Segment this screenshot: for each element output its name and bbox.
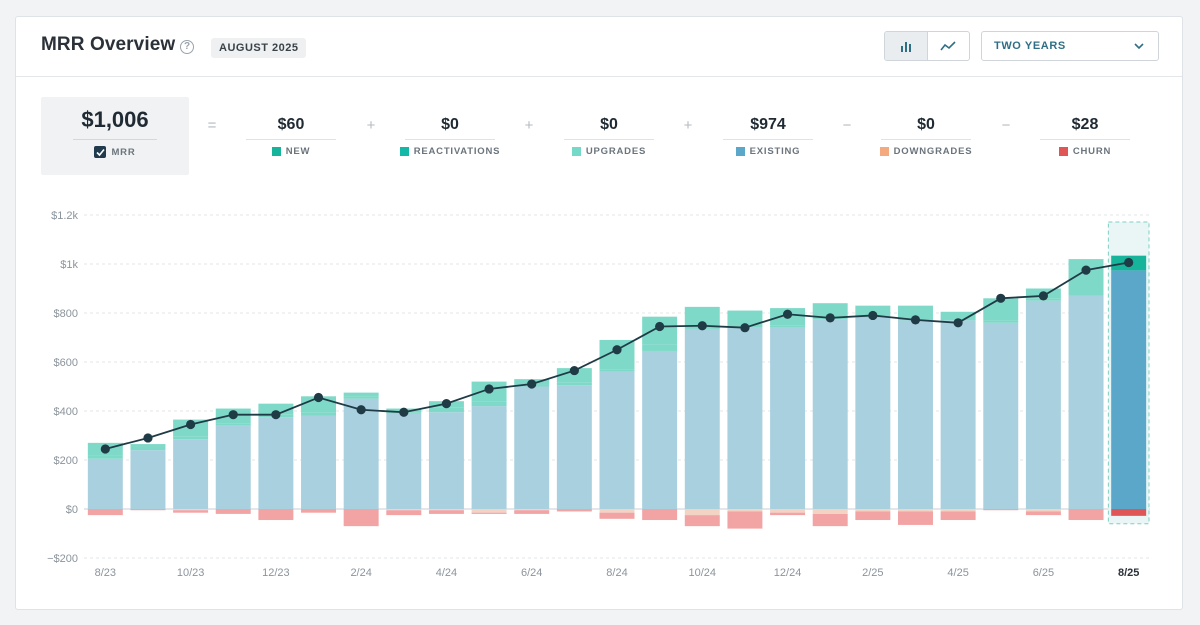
line-chart-icon — [940, 41, 956, 51]
date-range-value: TWO YEARS — [994, 40, 1066, 52]
chart-type-toggle — [884, 31, 970, 61]
mrr-value: $1,006 — [81, 107, 149, 132]
operator-minus: − — [1001, 117, 1011, 134]
component-churn[interactable]: $28 CHURN — [1010, 113, 1160, 163]
component-reactivations[interactable]: $0 REACTIVATIONS — [375, 113, 525, 163]
operator-minus: − — [842, 117, 852, 134]
component-divider — [881, 139, 971, 140]
component-divider — [723, 139, 813, 140]
component-divider — [1040, 139, 1130, 140]
downgrades-swatch — [879, 147, 889, 156]
component-label: DOWNGRADES — [893, 146, 973, 157]
component-value: $0 — [917, 116, 935, 133]
chevron-down-icon — [1134, 43, 1144, 50]
component-label-row: UPGRADES — [534, 146, 684, 157]
component-divider — [564, 139, 654, 140]
component-label: EXISTING — [749, 146, 801, 157]
component-label-row: EXISTING — [693, 146, 843, 157]
mrr-toggle[interactable]: MRR — [41, 146, 189, 158]
component-label-row: REACTIVATIONS — [375, 146, 525, 157]
mrr-total: $1,006 MRR — [41, 97, 189, 175]
component-value: $974 — [750, 116, 786, 133]
component-divider — [405, 139, 495, 140]
checkbox-checked-icon[interactable] — [94, 146, 107, 158]
help-icon[interactable]: ? — [180, 40, 194, 54]
component-label: UPGRADES — [585, 146, 647, 157]
component-existing[interactable]: $974 EXISTING — [693, 113, 843, 163]
component-value: $0 — [600, 116, 618, 133]
component-value: $0 — [441, 116, 459, 133]
component-label-row: CHURN — [1010, 146, 1160, 157]
component-divider — [246, 139, 336, 140]
existing-swatch — [735, 147, 745, 156]
mrr-divider — [73, 139, 157, 140]
reactivations-swatch — [399, 147, 409, 156]
card-header: MRR Overview ? AUGUST 2025 TWO YEARS — [16, 17, 1182, 77]
operator-equals: = — [207, 117, 217, 134]
component-label: REACTIVATIONS — [413, 146, 501, 157]
component-new[interactable]: $60 NEW — [216, 113, 366, 163]
mrr-label: MRR — [111, 146, 136, 158]
line-chart-toggle-button[interactable] — [928, 32, 970, 60]
churn-swatch — [1058, 147, 1068, 156]
component-label-row: DOWNGRADES — [851, 146, 1001, 157]
page-title: MRR Overview — [41, 34, 176, 55]
component-value: $60 — [277, 116, 305, 133]
component-value: $28 — [1071, 116, 1099, 133]
component-downgrades[interactable]: $0 DOWNGRADES — [851, 113, 1001, 163]
date-range-select[interactable]: TWO YEARS — [981, 31, 1159, 61]
component-label-row: NEW — [216, 146, 366, 157]
operator-plus: + — [366, 117, 376, 134]
new-swatch — [271, 147, 281, 156]
component-upgrades[interactable]: $0 UPGRADES — [534, 113, 684, 163]
component-label: NEW — [285, 146, 311, 157]
date-badge: AUGUST 2025 — [211, 38, 307, 58]
mrr-overview-card: MRR Overview ? AUGUST 2025 TWO YEARS — [15, 16, 1183, 610]
operator-plus: + — [524, 117, 534, 134]
operator-plus: + — [683, 117, 693, 134]
bar-chart-toggle-button[interactable] — [885, 32, 928, 60]
component-label: CHURN — [1072, 146, 1112, 157]
bar-chart-icon — [900, 42, 911, 52]
upgrades-swatch — [571, 147, 581, 156]
